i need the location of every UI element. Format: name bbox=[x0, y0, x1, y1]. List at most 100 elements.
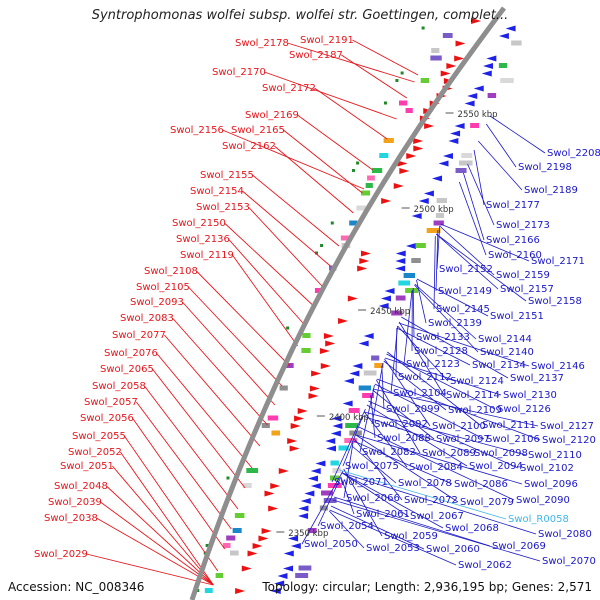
leader-line bbox=[439, 225, 495, 276]
leader-line bbox=[120, 451, 214, 586]
leader-line bbox=[463, 172, 485, 241]
feature-block bbox=[487, 93, 497, 98]
feature-dot bbox=[400, 71, 404, 75]
leader-line bbox=[124, 435, 219, 572]
reverse-gene-label: Swol_2124 bbox=[450, 376, 504, 387]
forward-gene-arrow bbox=[289, 445, 300, 452]
forward-gene-arrow bbox=[471, 18, 482, 24]
feature-block bbox=[431, 48, 440, 53]
reverse-gene-arrow bbox=[454, 123, 465, 129]
feature-block bbox=[261, 423, 270, 428]
leader-line bbox=[132, 417, 226, 550]
leader-line bbox=[342, 472, 444, 529]
forward-gene-label: Swol_2170 bbox=[212, 67, 266, 78]
leader-line bbox=[343, 468, 383, 537]
feature-block bbox=[340, 235, 352, 241]
forward-gene-arrow bbox=[264, 490, 275, 497]
forward-gene-label: Swol_2048 bbox=[54, 481, 108, 492]
leader-line bbox=[341, 54, 408, 99]
forward-gene-label: Swol_2029 bbox=[34, 549, 88, 560]
reverse-gene-label: Swol_2109 bbox=[448, 405, 502, 416]
feature-dot bbox=[226, 476, 230, 480]
reverse-gene-arrow bbox=[418, 198, 429, 204]
forward-gene-arrow bbox=[261, 528, 272, 534]
forward-gene-arrow bbox=[413, 145, 424, 152]
reverse-gene-label: Swol_2059 bbox=[384, 531, 438, 542]
scale-tick-label: 2400 kbp bbox=[329, 413, 369, 423]
leader-line bbox=[398, 321, 445, 396]
reverse-gene-label: Swol_2128 bbox=[414, 346, 468, 357]
reverse-gene-arrow bbox=[310, 483, 321, 489]
reverse-gene-label: Swol_2060 bbox=[426, 544, 480, 555]
leader-line bbox=[384, 357, 502, 396]
leader-line bbox=[362, 415, 473, 454]
reverse-gene-label: Swol_2198 bbox=[518, 162, 572, 173]
reverse-gene-label: Swol_2126 bbox=[497, 404, 551, 415]
reverse-gene-label: Swol_2137 bbox=[510, 373, 564, 384]
forward-gene-arrow bbox=[338, 318, 349, 324]
reverse-gene-label: Swol_2159 bbox=[496, 270, 550, 281]
leader-line bbox=[355, 434, 459, 503]
leader-line bbox=[473, 149, 485, 206]
leader-line bbox=[401, 316, 509, 379]
reverse-gene-label: Swol_2106 bbox=[486, 434, 540, 445]
leader-line bbox=[396, 327, 471, 366]
leader-line bbox=[330, 505, 425, 550]
forward-gene-label: Swol_2172 bbox=[262, 83, 316, 94]
leader-line bbox=[416, 278, 489, 317]
feature-block bbox=[433, 220, 444, 226]
forward-gene-label: Swol_2065 bbox=[100, 364, 154, 375]
feature-block bbox=[461, 153, 473, 158]
leader-line bbox=[414, 284, 479, 353]
leader-line bbox=[328, 510, 365, 549]
reverse-gene-arrow bbox=[330, 430, 341, 437]
feature-block bbox=[391, 310, 403, 316]
forward-gene-arrow bbox=[319, 348, 330, 354]
reverse-gene-label: Swol_2068 bbox=[445, 523, 499, 534]
reverse-gene-label: Swol_2061 bbox=[356, 509, 410, 520]
forward-gene-arrow bbox=[235, 588, 246, 594]
forward-gene-arrow bbox=[252, 543, 263, 549]
reverse-gene-arrow bbox=[304, 490, 315, 497]
leader-line bbox=[188, 286, 283, 387]
feature-block bbox=[349, 220, 358, 226]
feature-block bbox=[500, 78, 514, 83]
feature-block bbox=[363, 370, 377, 376]
feature-block bbox=[329, 475, 340, 481]
reverse-gene-label: Swol_2134 bbox=[472, 360, 526, 371]
forward-gene-arrow bbox=[278, 468, 289, 474]
reverse-gene-label: Swol_2062 bbox=[458, 560, 512, 571]
reverse-gene-arrow bbox=[378, 303, 389, 309]
feature-block bbox=[302, 333, 311, 338]
leader-line bbox=[364, 411, 527, 456]
feature-block bbox=[204, 588, 213, 593]
leader-line bbox=[372, 389, 435, 440]
leader-line bbox=[366, 404, 468, 467]
forward-gene-arrow bbox=[297, 408, 308, 414]
feature-block bbox=[374, 363, 384, 368]
leader-line bbox=[374, 383, 485, 440]
leader-line bbox=[381, 365, 385, 410]
leader-line bbox=[287, 42, 415, 83]
reverse-gene-arrow bbox=[349, 370, 360, 377]
forward-gene-arrow bbox=[406, 153, 417, 159]
forward-gene-arrow bbox=[454, 55, 465, 62]
leader-line bbox=[196, 270, 291, 367]
leader-line bbox=[412, 287, 415, 338]
forward-gene-arrow bbox=[455, 40, 466, 47]
feature-dot bbox=[351, 169, 355, 172]
feature-block bbox=[361, 190, 371, 196]
reverse-gene-arrow bbox=[432, 175, 443, 182]
leader-line bbox=[433, 235, 436, 310]
leader-line bbox=[435, 233, 499, 290]
reverse-gene-arrow bbox=[442, 153, 453, 159]
forward-gene-arrow bbox=[424, 123, 435, 129]
reverse-gene-arrow bbox=[395, 250, 406, 257]
reverse-gene-arrow bbox=[325, 445, 336, 452]
leader-line bbox=[354, 438, 403, 501]
forward-gene-label: Swol_2154 bbox=[190, 186, 244, 197]
feature-block bbox=[223, 543, 231, 548]
feature-block bbox=[411, 258, 421, 263]
feature-block bbox=[362, 393, 375, 398]
feature-block bbox=[314, 288, 323, 293]
